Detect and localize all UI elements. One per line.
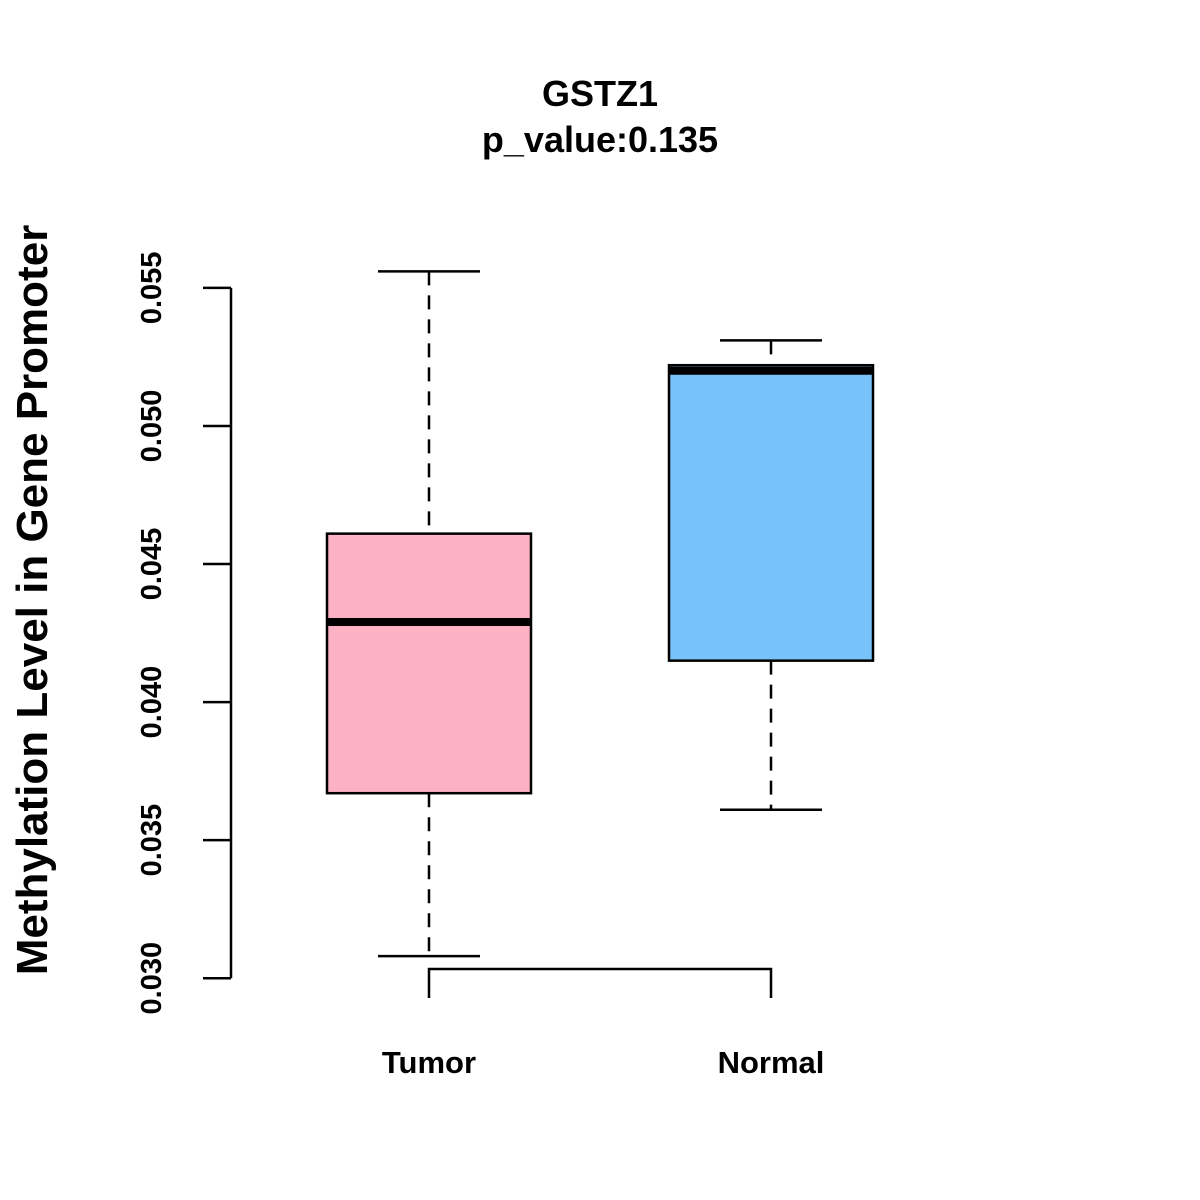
chart-subtitle: p_value:0.135 (482, 119, 718, 160)
iqr-box (325, 532, 533, 795)
y-tick-label: 0.045 (136, 528, 168, 601)
y-axis: 0.030 0.035 0.040 0.045 0.050 0.055 (136, 252, 233, 1015)
y-axis-label: Methylation Level in Gene Promoter (8, 225, 57, 976)
box-tumor (325, 270, 533, 958)
category-label-normal: Normal (718, 1045, 825, 1080)
boxes (325, 270, 875, 958)
bracket-line (427, 967, 773, 998)
y-tick-label: 0.055 (136, 252, 168, 325)
y-tick-label: 0.030 (136, 942, 168, 1015)
category-label-tumor: Tumor (382, 1045, 476, 1080)
significance-bracket (427, 967, 773, 998)
iqr-box (667, 363, 875, 662)
y-tick-label: 0.050 (136, 390, 168, 463)
y-tick-label: 0.035 (136, 804, 168, 877)
category-labels: Tumor Normal (382, 1045, 824, 1080)
chart-title: GSTZ1 (542, 73, 658, 114)
box-normal (667, 339, 875, 812)
y-tick-label: 0.040 (136, 666, 168, 739)
